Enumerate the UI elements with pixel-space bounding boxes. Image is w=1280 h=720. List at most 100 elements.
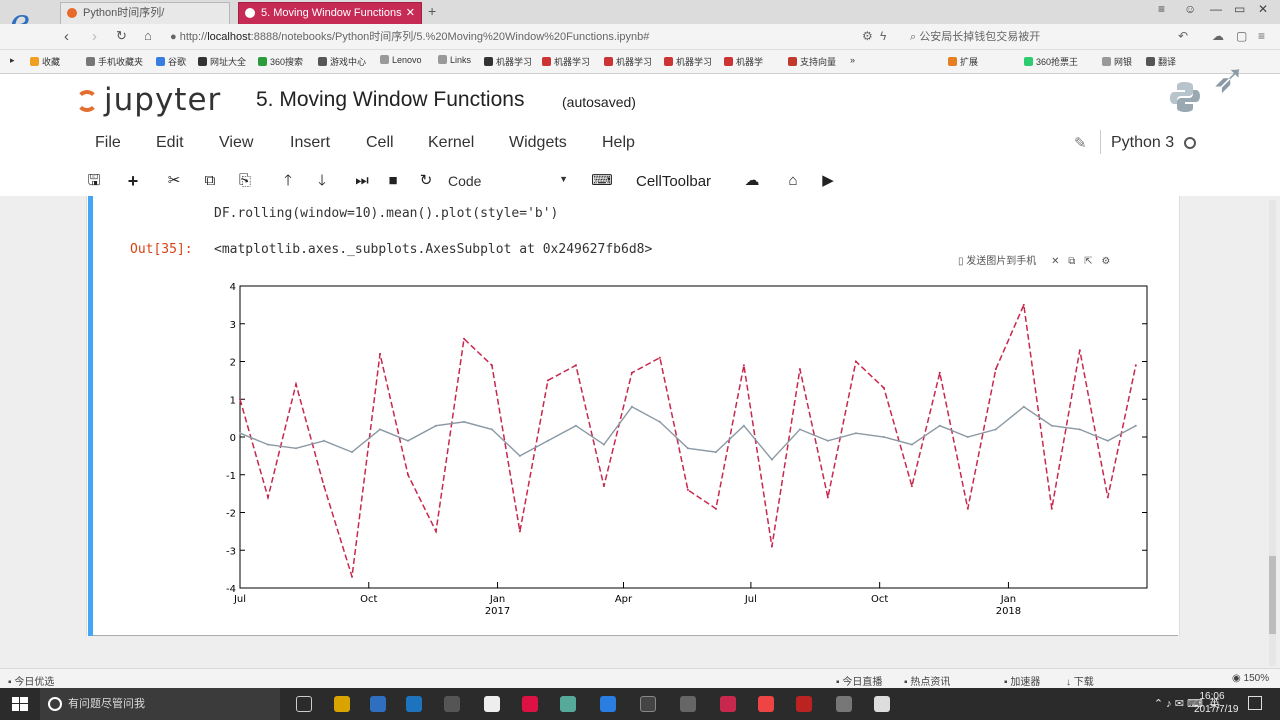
- zoom-level[interactable]: ◉ 150%: [1232, 673, 1270, 684]
- scrollbar-track[interactable]: [1269, 200, 1276, 666]
- run-icon[interactable]: ⏭: [355, 172, 369, 189]
- search-input[interactable]: ⌕ 公安局长掉钱包交易被开: [910, 27, 1170, 47]
- app-icon[interactable]: [680, 696, 696, 712]
- code-cell[interactable]: [93, 196, 1178, 636]
- bookmark-item[interactable]: 机器学习: [484, 55, 532, 68]
- notification-icon[interactable]: [1248, 696, 1262, 710]
- save-icon[interactable]: 🖫: [87, 172, 101, 189]
- share-icon[interactable]: ⇱: [1084, 256, 1093, 267]
- bookmark-item[interactable]: 网址大全: [198, 55, 246, 68]
- tray-icons[interactable]: ⌃ ♪ ✉ ⌨: [1153, 698, 1209, 710]
- paste-icon[interactable]: ⎘: [238, 172, 251, 189]
- code-input[interactable]: DF.rolling(window=10).mean().plot(style=…: [214, 206, 559, 221]
- input-method[interactable]: 英: [1209, 698, 1220, 710]
- status-item[interactable]: ▪ 今日优选: [8, 677, 55, 688]
- bookmark-right-item[interactable]: 翻译: [1146, 55, 1176, 68]
- store-icon[interactable]: [444, 696, 460, 712]
- move-up-icon[interactable]: 🡑: [284, 172, 292, 189]
- kernel-name[interactable]: Python 3: [1111, 134, 1175, 151]
- taskbar-search-input[interactable]: 有问题尽管问我: [40, 688, 280, 720]
- maximize-icon[interactable]: ▭: [1234, 2, 1246, 16]
- send-to-phone-button[interactable]: ▯ 发送图片到手机: [958, 256, 1037, 267]
- bookmark-item[interactable]: 机器学习: [664, 55, 712, 68]
- pencil-icon[interactable]: ✎: [1074, 135, 1087, 152]
- browser-360-icon[interactable]: [720, 696, 736, 712]
- bookmark-item[interactable]: 手机收藏夹: [86, 55, 143, 68]
- windows-start-icon[interactable]: [12, 697, 28, 711]
- bookmark-right-item[interactable]: 360抢票王: [1024, 55, 1078, 68]
- folder-icon[interactable]: ▢: [1236, 29, 1248, 43]
- status-item[interactable]: ↓ 下载: [1066, 677, 1094, 688]
- gear-icon[interactable]: ⚙: [1101, 256, 1111, 267]
- clock[interactable]: 16:06 2017/7/19: [1194, 690, 1239, 716]
- feedback-icon[interactable]: ☺: [1184, 2, 1197, 16]
- bookmark-item[interactable]: 机器学习: [542, 55, 590, 68]
- bookmarks-more-button[interactable]: »: [850, 55, 856, 65]
- bookmark-right-item[interactable]: 扩展: [948, 55, 978, 68]
- app-icon[interactable]: [600, 696, 616, 712]
- app-icon[interactable]: [560, 696, 576, 712]
- file-explorer-icon[interactable]: [334, 696, 350, 712]
- app-icon[interactable]: [874, 696, 890, 712]
- cloud-upload-icon[interactable]: ☁: [744, 172, 760, 189]
- status-item[interactable]: ▪ 今日直播: [836, 677, 883, 688]
- bookmark-item[interactable]: 机器学: [724, 55, 763, 68]
- stop-icon[interactable]: ■: [388, 172, 398, 189]
- notebook-title[interactable]: 5. Moving Window Functions: [256, 88, 525, 111]
- bookmark-item[interactable]: 360搜索: [258, 55, 303, 68]
- browser-tab-1[interactable]: Python时间序列/: [60, 2, 230, 24]
- cloud-icon[interactable]: ☁: [1212, 29, 1224, 43]
- bookmark-toggle-icon[interactable]: ▸: [10, 55, 15, 65]
- gift-icon[interactable]: ⌂: [788, 172, 798, 189]
- menu-icon[interactable]: ≡: [1258, 29, 1266, 43]
- cell-type-select[interactable]: Code ▼: [448, 173, 570, 193]
- scrollbar-thumb[interactable]: [1269, 556, 1276, 634]
- bookmark-item[interactable]: Links: [438, 55, 471, 65]
- restart-icon[interactable]: ↻: [419, 172, 433, 189]
- close-window-icon[interactable]: ✕: [1258, 2, 1269, 16]
- move-down-icon[interactable]: 🡓: [318, 172, 326, 189]
- menu-edit[interactable]: Edit: [156, 134, 184, 151]
- status-item[interactable]: ▪ 加速器: [1004, 677, 1041, 688]
- minimize-icon[interactable]: —: [1210, 2, 1222, 16]
- keyboard-icon[interactable]: ⌨: [591, 172, 613, 189]
- status-item[interactable]: ▪ 热点资讯: [904, 677, 951, 688]
- back-icon[interactable]: ‹: [64, 28, 69, 45]
- app-icon[interactable]: [758, 696, 774, 712]
- bookmark-item[interactable]: Lenovo: [380, 55, 422, 65]
- copy-icon[interactable]: ⧉: [204, 172, 216, 189]
- edge-icon[interactable]: [370, 696, 386, 712]
- task-view-icon[interactable]: [296, 696, 312, 712]
- url-input[interactable]: ● http://localhost:8888/notebooks/Python…: [170, 27, 850, 47]
- close-icon[interactable]: ✕: [1051, 256, 1060, 267]
- app-icon[interactable]: [522, 696, 538, 712]
- copy-icon[interactable]: ⧉: [1068, 256, 1076, 267]
- play-video-icon[interactable]: ▶: [822, 172, 834, 189]
- menu-help[interactable]: Help: [602, 134, 635, 151]
- forward-icon[interactable]: ›: [92, 28, 97, 45]
- bookmark-item[interactable]: 收藏: [30, 55, 60, 68]
- app-icon[interactable]: [484, 696, 500, 712]
- menu-view[interactable]: View: [219, 134, 254, 151]
- cut-icon[interactable]: ✂: [167, 172, 181, 189]
- close-icon[interactable]: ✕: [405, 7, 415, 19]
- menu-widgets[interactable]: Widgets: [509, 134, 567, 151]
- bookmark-right-item[interactable]: 网银: [1102, 55, 1132, 68]
- bookmark-item[interactable]: 支持向量: [788, 55, 836, 68]
- browser-tab-2[interactable]: 5. Moving Window Functions ✕: [238, 2, 422, 24]
- menu-insert[interactable]: Insert: [290, 134, 331, 151]
- bookmark-item[interactable]: 机器学习: [604, 55, 652, 68]
- new-tab-button[interactable]: +: [428, 3, 437, 19]
- app-icon[interactable]: [836, 696, 852, 712]
- bookmark-item[interactable]: 谷歌: [156, 55, 186, 68]
- refresh-icon[interactable]: ↻: [116, 28, 127, 43]
- terminal-icon[interactable]: [640, 696, 656, 712]
- menu-file[interactable]: File: [95, 134, 121, 151]
- menu-cell[interactable]: Cell: [366, 134, 394, 151]
- pdf-icon[interactable]: [796, 696, 812, 712]
- ie-icon[interactable]: [406, 696, 422, 712]
- undo-icon[interactable]: ↶: [1178, 29, 1189, 43]
- add-cell-icon[interactable]: +: [127, 171, 139, 191]
- jupyter-logo[interactable]: jupyter: [76, 82, 221, 118]
- settings-icon[interactable]: ⚙: [862, 29, 873, 43]
